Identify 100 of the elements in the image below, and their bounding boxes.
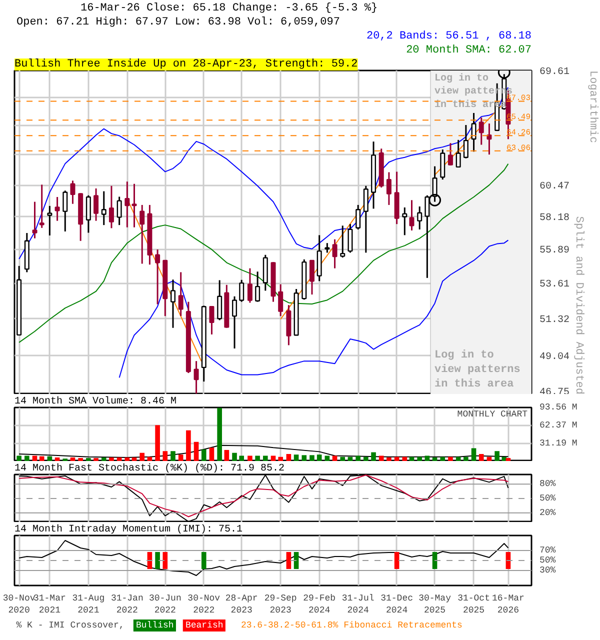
bar	[147, 456, 152, 461]
chart-title: 14 Month Fast Stochastic (%K) (%D): 71.9 85.2	[14, 462, 285, 474]
bar	[239, 456, 244, 461]
bar	[409, 456, 414, 461]
bar	[116, 457, 122, 461]
candlestick	[448, 142, 453, 166]
bar	[248, 456, 252, 461]
bar	[270, 456, 276, 461]
bar	[155, 425, 160, 461]
candlestick	[432, 166, 438, 203]
bar	[440, 456, 446, 461]
candlestick	[255, 270, 260, 303]
bar	[324, 456, 330, 461]
bar	[24, 456, 30, 461]
bar	[78, 458, 83, 461]
bar	[294, 454, 299, 461]
bar	[263, 456, 268, 461]
y-tick-label: 20%	[540, 508, 556, 518]
bar	[386, 457, 392, 461]
y-tick-label: 80%	[540, 479, 556, 490]
x-tick-label: 31-Dec 2024	[380, 594, 414, 616]
candlestick	[140, 204, 145, 264]
bar	[209, 448, 214, 461]
text: Bullish	[136, 620, 174, 630]
candlestick	[70, 180, 76, 205]
bar	[417, 456, 422, 461]
x-tick-label: 30-Nov 2022	[188, 594, 221, 616]
bar	[432, 457, 438, 461]
bar	[32, 456, 38, 461]
x-tick-label: 30-Jun 2022	[148, 594, 182, 616]
bar	[332, 456, 338, 461]
candlestick	[108, 185, 114, 229]
bar	[86, 458, 91, 461]
x-tick-label: 30-Nov 2020	[2, 594, 36, 616]
candlestick	[363, 185, 368, 254]
bar	[224, 450, 230, 461]
candlestick	[356, 204, 361, 230]
y-tick-label: 55.89	[540, 246, 570, 257]
candlestick	[101, 190, 106, 226]
candlestick	[409, 199, 414, 232]
bar	[486, 456, 492, 461]
bar	[170, 451, 176, 461]
annotation: Log in to view patterns in this area	[434, 350, 520, 390]
x-tick-label: 31-Jan 2022	[110, 594, 144, 616]
candlestick	[39, 184, 44, 229]
bar	[39, 456, 44, 461]
candlestick	[94, 188, 99, 222]
y-tick-label: 53.61	[540, 280, 570, 291]
candlestick	[47, 205, 52, 236]
bar	[94, 458, 98, 461]
bar	[348, 456, 353, 461]
candlestick	[340, 224, 346, 258]
candlestick	[324, 242, 330, 254]
text: 20 Month SMA: 62.07	[406, 44, 532, 56]
y-tick-label: 62.37 M	[540, 420, 578, 430]
candlestick	[155, 248, 160, 306]
y-tick-label: 49.04	[540, 352, 570, 364]
candlestick	[209, 305, 214, 336]
bar	[310, 455, 314, 461]
bar	[371, 452, 376, 461]
y-tick-label: 70%	[540, 546, 556, 556]
bar	[278, 456, 283, 461]
candlestick	[486, 122, 492, 156]
bar	[394, 456, 400, 461]
candlestick	[309, 260, 314, 296]
candlestick	[417, 206, 422, 230]
candlestick	[239, 279, 244, 303]
bar	[232, 452, 237, 461]
legend-title: % K - IMI Crossover,	[16, 620, 124, 630]
candlestick	[402, 206, 408, 236]
line-series	[18, 540, 509, 576]
bar	[178, 454, 184, 461]
bar	[70, 457, 76, 461]
x-tick-label: 29-Feb 2024	[303, 594, 336, 616]
x-tick-label: 16-Mar 2026	[492, 594, 524, 616]
x-tick-label: 31-Oct 2025	[458, 594, 490, 616]
y-tick-label: 69.61	[540, 67, 570, 78]
bar	[101, 457, 106, 461]
text: 23.6-38.2-50-61.8% Fibonacci Retracements	[240, 620, 462, 630]
x-tick-label: 30-May 2025	[418, 594, 452, 616]
bar	[402, 456, 408, 461]
y-tick-label: 50%	[540, 494, 556, 504]
candlestick	[478, 116, 484, 146]
annotation: MONTHLY CHART	[457, 410, 528, 420]
line-series	[18, 444, 509, 458]
bar	[471, 448, 476, 461]
text: 20,2 Bands: 56.51 , 68.18	[366, 30, 532, 42]
candlestick	[194, 360, 199, 394]
y-tick-label: 58.18	[540, 212, 570, 224]
line-series	[18, 163, 509, 343]
candlestick	[247, 268, 252, 304]
bar	[194, 442, 199, 461]
candlestick	[278, 284, 284, 317]
x-tick-label: 28-Apr 2023	[225, 594, 258, 616]
candlestick	[86, 194, 91, 234]
candlestick	[178, 271, 184, 317]
candlestick	[170, 278, 176, 329]
candlestick	[440, 148, 446, 180]
x-tick-label: 29-Sep 2023	[264, 594, 297, 616]
bar	[424, 456, 430, 461]
